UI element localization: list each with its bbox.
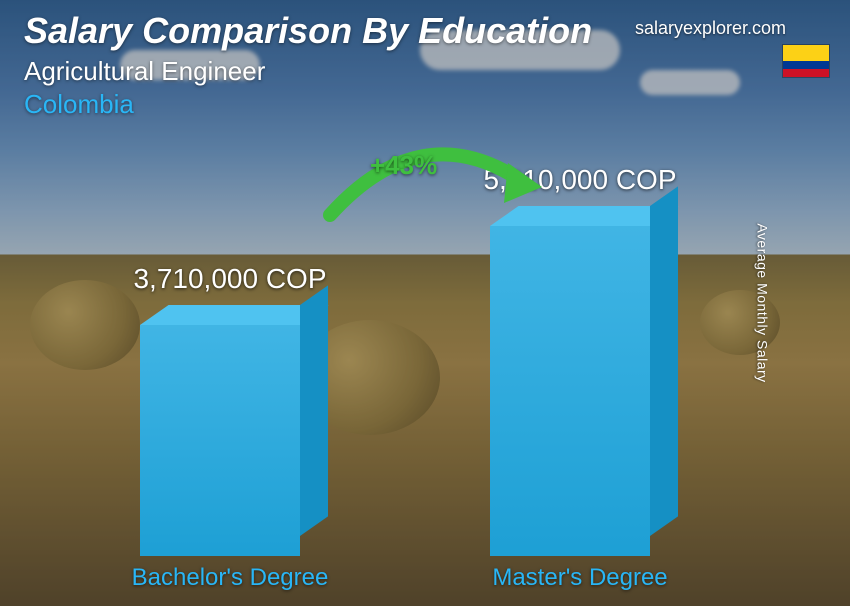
brand-watermark: salaryexplorer.com <box>635 18 786 39</box>
bar-label: Bachelor's Degree <box>100 564 360 592</box>
infographic-canvas: Salary Comparison By Education Agricultu… <box>0 0 850 606</box>
bar <box>490 226 670 556</box>
y-axis-label: Average Monthly Salary <box>754 223 770 382</box>
colombia-flag-icon <box>782 44 830 78</box>
increase-arrow-icon <box>310 125 570 245</box>
job-title: Agricultural Engineer <box>24 56 826 87</box>
bar-value: 3,710,000 COP <box>100 263 360 295</box>
bar-label: Master's Degree <box>450 564 710 592</box>
percent-increase-badge: +43% <box>370 150 437 181</box>
country-name: Colombia <box>24 89 826 120</box>
bar <box>140 325 320 556</box>
